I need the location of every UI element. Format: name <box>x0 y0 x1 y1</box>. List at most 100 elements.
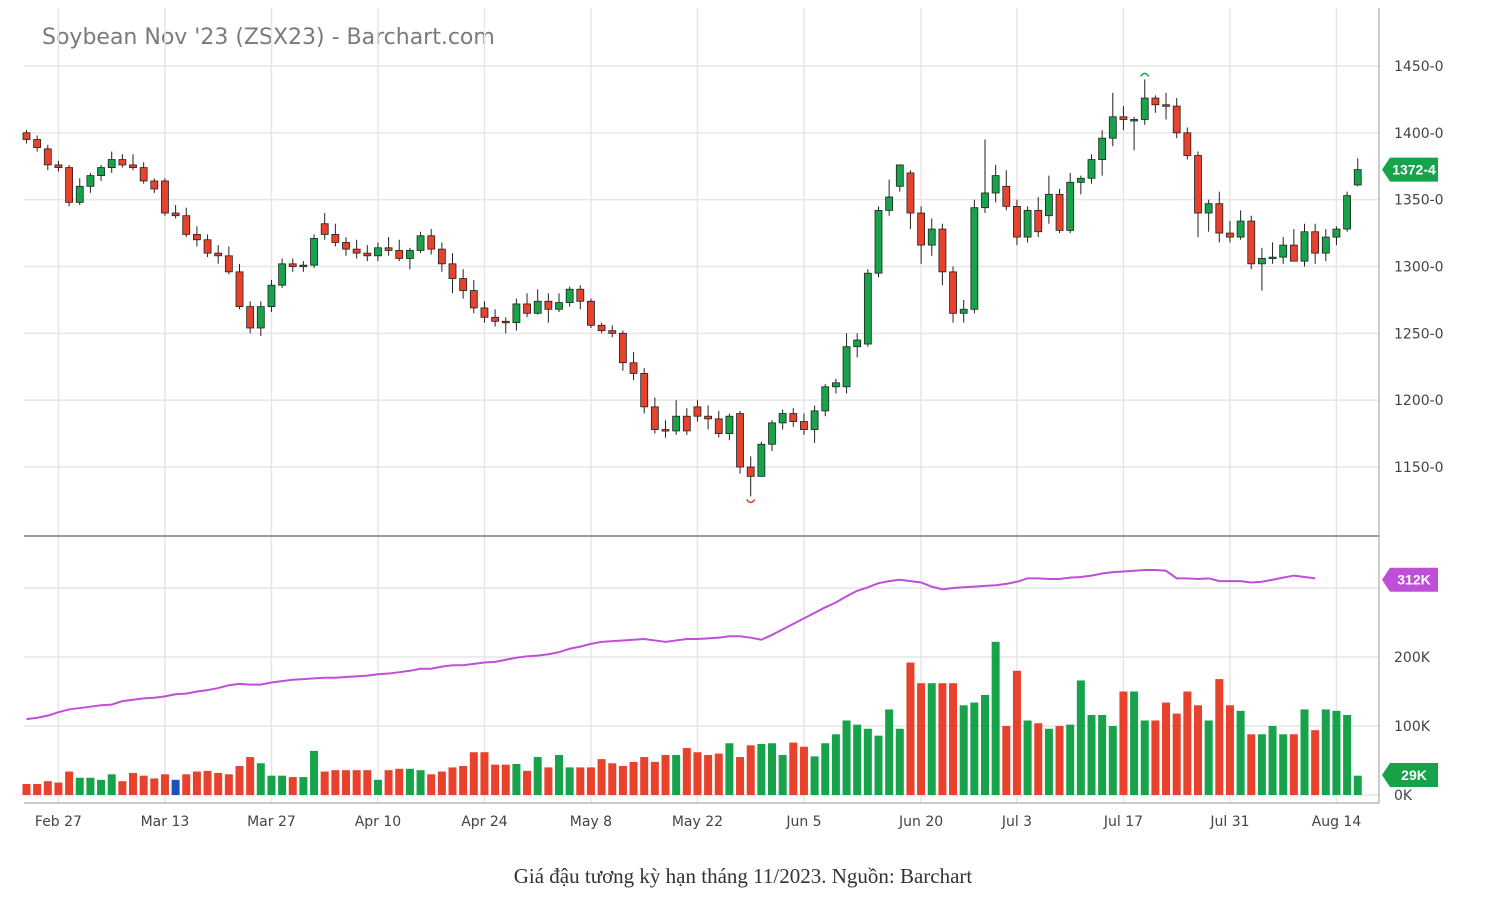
volume-bar <box>586 767 595 795</box>
volume-bar <box>672 754 681 795</box>
candle-down <box>171 212 180 217</box>
candle-up <box>1258 258 1266 265</box>
candle-down <box>192 234 201 241</box>
candle-up <box>1279 244 1288 258</box>
candle-up <box>267 284 276 308</box>
candle-up <box>863 272 872 345</box>
candle-down <box>150 180 159 190</box>
volume-bar <box>1140 720 1149 795</box>
candle-down <box>246 306 255 329</box>
candle-down <box>576 288 585 302</box>
candle-down <box>288 263 297 267</box>
date-tick-label: Mar 27 <box>247 814 296 830</box>
volume-bar <box>757 743 766 795</box>
volume-bar <box>373 779 382 795</box>
candle-down <box>129 164 137 168</box>
date-tick-label: May 22 <box>672 814 723 830</box>
candle-up <box>778 413 787 424</box>
candle-down <box>938 228 947 273</box>
candle-down <box>597 324 606 332</box>
volume-bar <box>863 728 872 795</box>
volume-bar <box>1311 730 1320 795</box>
candle-down <box>906 172 915 214</box>
candle-up <box>310 238 318 266</box>
volume-bars <box>22 641 1362 795</box>
last-volume-badge-shape <box>1382 762 1438 787</box>
chart-title: Soybean Nov '23 (ZSX23) - Barchart.com <box>42 25 495 50</box>
volume-bar <box>1225 705 1234 795</box>
candle-up <box>981 192 989 209</box>
candle-down <box>693 406 702 417</box>
ma-volume-badge-shape <box>1382 567 1438 592</box>
candle-down <box>1183 132 1192 156</box>
date-tick-label: Jul 17 <box>1103 814 1143 830</box>
candle-down <box>1002 185 1011 207</box>
candle-up <box>565 288 574 303</box>
volume-bar <box>1183 691 1192 795</box>
candle-down <box>363 252 372 257</box>
date-tick-label: Mar 13 <box>141 814 190 830</box>
volume-bar <box>246 757 255 795</box>
volume-bar <box>1055 726 1064 795</box>
volume-bar <box>810 756 819 795</box>
volume-bar <box>874 735 883 795</box>
volume-bar <box>107 774 116 795</box>
volume-bar <box>310 750 319 795</box>
volume-bar <box>565 767 574 795</box>
candle-up <box>374 247 382 257</box>
candle-down <box>682 415 691 432</box>
candle-down <box>384 247 393 251</box>
candle-up <box>1087 159 1096 179</box>
volume-bar <box>512 763 521 795</box>
volume-bar <box>576 767 585 795</box>
candle-down <box>917 212 925 246</box>
volume-bar <box>693 752 702 795</box>
volume-bar <box>214 772 223 795</box>
candle-up <box>768 422 776 445</box>
price-tick-label: 1300-0 <box>1394 260 1444 276</box>
candle-up <box>853 339 862 348</box>
candle-down <box>437 248 446 265</box>
candle-down <box>395 250 404 259</box>
candle-down <box>1215 203 1224 234</box>
candle-up <box>405 250 414 259</box>
volume-bar <box>405 768 414 795</box>
candle-up <box>842 346 851 388</box>
volume-bar <box>491 764 500 795</box>
volume-bar <box>650 761 659 795</box>
volume-bar <box>342 770 350 795</box>
volume-bar <box>597 759 606 795</box>
date-tick-label: Feb 27 <box>35 814 82 830</box>
date-tick-label: Apr 10 <box>355 814 401 830</box>
volume-bar <box>736 757 745 795</box>
volume-tick-label: 0K <box>1394 788 1413 804</box>
volume-tick-label: 100K <box>1394 719 1431 735</box>
candle-up <box>256 306 265 329</box>
candle-down <box>203 239 212 254</box>
candle-down <box>629 362 638 374</box>
price-tick-label: 1200-0 <box>1394 393 1444 409</box>
last-price-badge-shape <box>1382 157 1438 182</box>
volume-bar <box>555 754 563 795</box>
candle-up <box>672 415 681 432</box>
candle-down <box>587 300 595 326</box>
candle-down <box>949 271 957 314</box>
volume-bar <box>842 720 851 795</box>
volume-bar <box>288 777 297 795</box>
volume-bar <box>778 754 787 795</box>
candle-down <box>320 223 329 235</box>
volume-bar <box>1204 720 1213 795</box>
candle-down <box>1119 116 1128 120</box>
volume-bar <box>501 764 510 795</box>
candle-down <box>619 332 627 364</box>
volume-bar <box>182 774 191 795</box>
candle-up <box>810 410 819 430</box>
last-volume-badge-text: 29K <box>1401 767 1427 783</box>
volume-bar <box>1300 709 1309 795</box>
candle-down <box>427 235 436 250</box>
volume-bar <box>704 754 713 795</box>
volume-bar <box>437 771 446 795</box>
volume-bar <box>448 767 457 795</box>
candle-down <box>161 180 169 214</box>
volume-bar <box>65 771 74 795</box>
